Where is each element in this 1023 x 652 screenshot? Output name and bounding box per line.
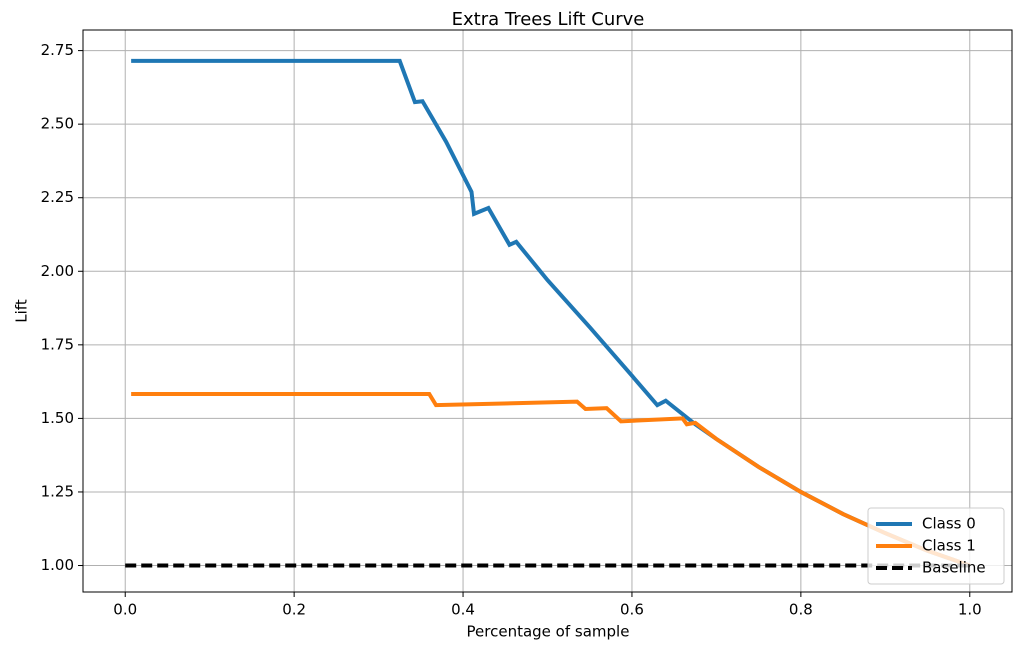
x-tick-label: 0.8 <box>789 601 813 619</box>
y-tick-label: 1.75 <box>41 335 74 353</box>
legend-label: Class 0 <box>922 515 976 533</box>
y-tick-label: 2.25 <box>41 188 74 206</box>
x-tick-label: 0.4 <box>451 601 475 619</box>
legend-label: Class 1 <box>922 537 976 555</box>
y-tick-label: 1.50 <box>41 409 74 427</box>
line-series <box>131 58 971 568</box>
legend-box <box>867 507 1005 585</box>
y-tick-label: 2.50 <box>41 115 74 133</box>
line-series <box>131 391 971 568</box>
x-tick-label: 0.6 <box>620 601 644 619</box>
plot-frame <box>82 29 1013 593</box>
y-axis-label: Lift <box>13 299 31 323</box>
x-axis-label: Percentage of sample <box>467 623 630 641</box>
y-tick-label: 2.00 <box>41 262 74 280</box>
x-tick-label: 0.2 <box>282 601 306 619</box>
chart-title: Extra Trees Lift Curve <box>452 9 645 30</box>
y-tick-label: 2.75 <box>41 41 74 59</box>
x-tick-label: 0.0 <box>113 601 137 619</box>
y-tick-label: 1.25 <box>41 482 74 500</box>
y-tick-label: 1.00 <box>41 556 74 574</box>
x-tick-label: 1.0 <box>958 601 982 619</box>
legend-label: Baseline <box>922 559 986 577</box>
